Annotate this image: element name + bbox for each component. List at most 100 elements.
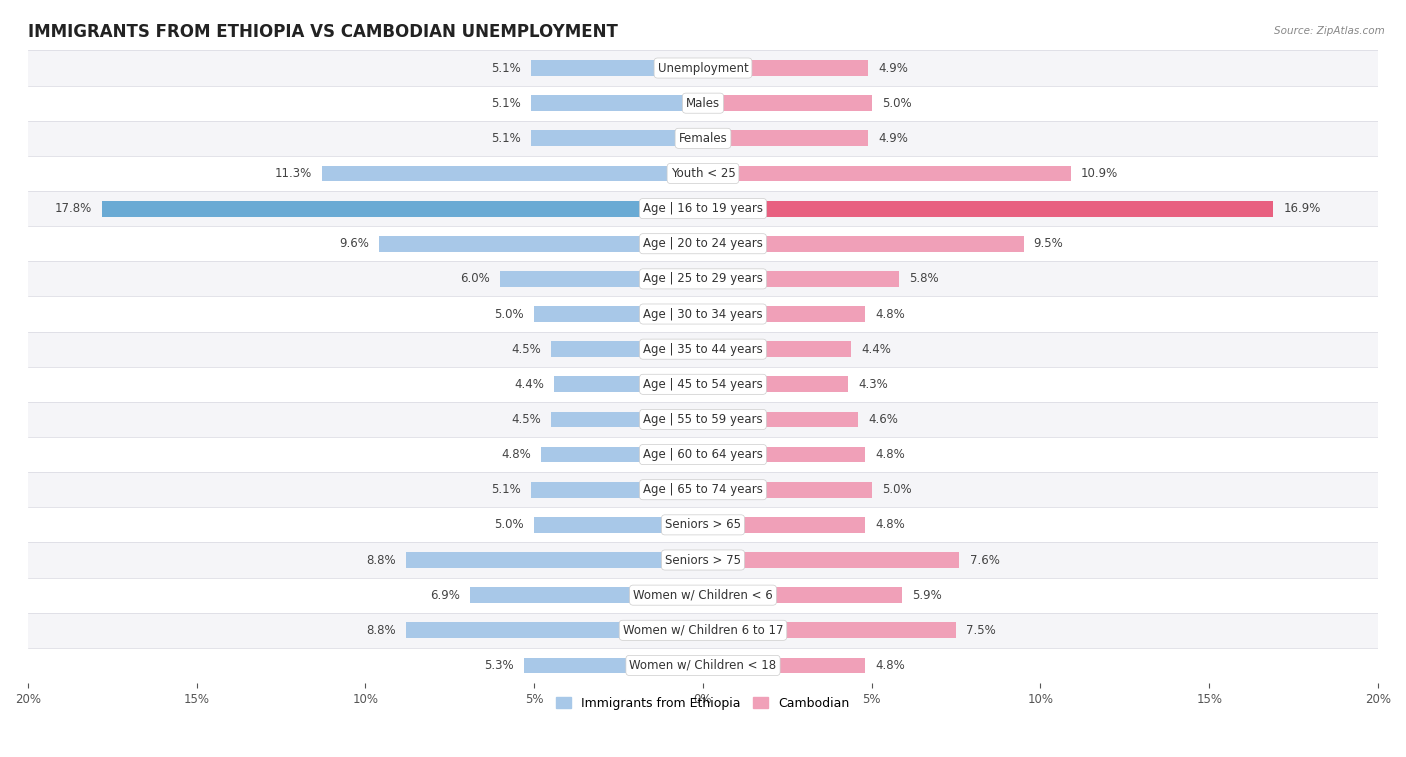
Text: Seniors > 65: Seniors > 65 — [665, 519, 741, 531]
Bar — [703, 552, 959, 568]
Text: 4.9%: 4.9% — [879, 132, 908, 145]
Text: 5.0%: 5.0% — [495, 519, 524, 531]
Bar — [703, 271, 898, 287]
Bar — [28, 332, 1378, 366]
Bar — [28, 543, 1378, 578]
Text: 4.5%: 4.5% — [512, 343, 541, 356]
Text: Age | 25 to 29 years: Age | 25 to 29 years — [643, 273, 763, 285]
Bar — [703, 481, 872, 497]
Bar — [703, 447, 865, 463]
Bar — [380, 236, 703, 251]
Text: 4.8%: 4.8% — [501, 448, 531, 461]
Bar — [524, 658, 703, 673]
Bar — [406, 552, 703, 568]
Text: 4.8%: 4.8% — [875, 448, 905, 461]
Text: 5.0%: 5.0% — [882, 483, 911, 497]
Bar — [703, 166, 1071, 182]
Text: 5.1%: 5.1% — [491, 483, 520, 497]
Bar — [703, 622, 956, 638]
Bar — [28, 402, 1378, 437]
Text: Males: Males — [686, 97, 720, 110]
Text: Age | 55 to 59 years: Age | 55 to 59 years — [643, 413, 763, 426]
Bar — [703, 236, 1024, 251]
Text: Age | 45 to 54 years: Age | 45 to 54 years — [643, 378, 763, 391]
Bar — [703, 130, 869, 146]
Text: 9.6%: 9.6% — [339, 237, 368, 251]
Text: 6.9%: 6.9% — [430, 589, 460, 602]
Bar — [28, 156, 1378, 191]
Bar — [703, 341, 852, 357]
Text: 4.3%: 4.3% — [858, 378, 889, 391]
Bar — [28, 472, 1378, 507]
Text: 5.0%: 5.0% — [882, 97, 911, 110]
Bar — [703, 517, 865, 533]
Bar — [703, 60, 869, 76]
Bar — [28, 648, 1378, 683]
Text: 8.8%: 8.8% — [366, 553, 396, 566]
Bar — [28, 578, 1378, 612]
Text: 7.5%: 7.5% — [966, 624, 995, 637]
Text: Age | 30 to 34 years: Age | 30 to 34 years — [643, 307, 763, 320]
Text: Age | 35 to 44 years: Age | 35 to 44 years — [643, 343, 763, 356]
Bar — [554, 376, 703, 392]
Bar — [534, 306, 703, 322]
Text: 4.8%: 4.8% — [875, 307, 905, 320]
Bar — [531, 60, 703, 76]
Bar — [28, 366, 1378, 402]
Bar — [28, 297, 1378, 332]
Text: Women w/ Children < 6: Women w/ Children < 6 — [633, 589, 773, 602]
Text: Age | 16 to 19 years: Age | 16 to 19 years — [643, 202, 763, 215]
Text: 11.3%: 11.3% — [274, 167, 312, 180]
Bar — [531, 130, 703, 146]
Bar — [534, 517, 703, 533]
Text: 5.0%: 5.0% — [495, 307, 524, 320]
Bar — [28, 120, 1378, 156]
Text: 5.1%: 5.1% — [491, 132, 520, 145]
Bar — [28, 261, 1378, 297]
Bar — [531, 481, 703, 497]
Bar — [703, 95, 872, 111]
Text: Women w/ Children < 18: Women w/ Children < 18 — [630, 659, 776, 672]
Bar — [703, 376, 848, 392]
Bar — [541, 447, 703, 463]
Bar — [703, 412, 858, 428]
Text: 5.9%: 5.9% — [912, 589, 942, 602]
Text: 10.9%: 10.9% — [1081, 167, 1118, 180]
Text: IMMIGRANTS FROM ETHIOPIA VS CAMBODIAN UNEMPLOYMENT: IMMIGRANTS FROM ETHIOPIA VS CAMBODIAN UN… — [28, 23, 617, 41]
Text: 4.4%: 4.4% — [515, 378, 544, 391]
Bar — [28, 51, 1378, 86]
Bar — [531, 95, 703, 111]
Text: 4.8%: 4.8% — [875, 519, 905, 531]
Text: 4.8%: 4.8% — [875, 659, 905, 672]
Text: Females: Females — [679, 132, 727, 145]
Text: Age | 60 to 64 years: Age | 60 to 64 years — [643, 448, 763, 461]
Legend: Immigrants from Ethiopia, Cambodian: Immigrants from Ethiopia, Cambodian — [551, 692, 855, 715]
Bar — [28, 86, 1378, 120]
Text: 5.8%: 5.8% — [908, 273, 938, 285]
Text: 6.0%: 6.0% — [461, 273, 491, 285]
Text: 5.1%: 5.1% — [491, 97, 520, 110]
Text: 4.4%: 4.4% — [862, 343, 891, 356]
Bar — [406, 622, 703, 638]
Text: Women w/ Children 6 to 17: Women w/ Children 6 to 17 — [623, 624, 783, 637]
Text: Youth < 25: Youth < 25 — [671, 167, 735, 180]
Text: 9.5%: 9.5% — [1033, 237, 1063, 251]
Bar — [470, 587, 703, 603]
Bar — [322, 166, 703, 182]
Bar — [28, 507, 1378, 543]
Text: 5.1%: 5.1% — [491, 61, 520, 74]
Text: 7.6%: 7.6% — [970, 553, 1000, 566]
Bar — [28, 191, 1378, 226]
Text: Age | 20 to 24 years: Age | 20 to 24 years — [643, 237, 763, 251]
Text: Source: ZipAtlas.com: Source: ZipAtlas.com — [1274, 26, 1385, 36]
Bar — [703, 658, 865, 673]
Text: Seniors > 75: Seniors > 75 — [665, 553, 741, 566]
Bar — [703, 587, 903, 603]
Text: Age | 65 to 74 years: Age | 65 to 74 years — [643, 483, 763, 497]
Text: 8.8%: 8.8% — [366, 624, 396, 637]
Text: 4.9%: 4.9% — [879, 61, 908, 74]
Bar — [551, 412, 703, 428]
Text: 17.8%: 17.8% — [55, 202, 93, 215]
Text: Unemployment: Unemployment — [658, 61, 748, 74]
Bar — [28, 226, 1378, 261]
